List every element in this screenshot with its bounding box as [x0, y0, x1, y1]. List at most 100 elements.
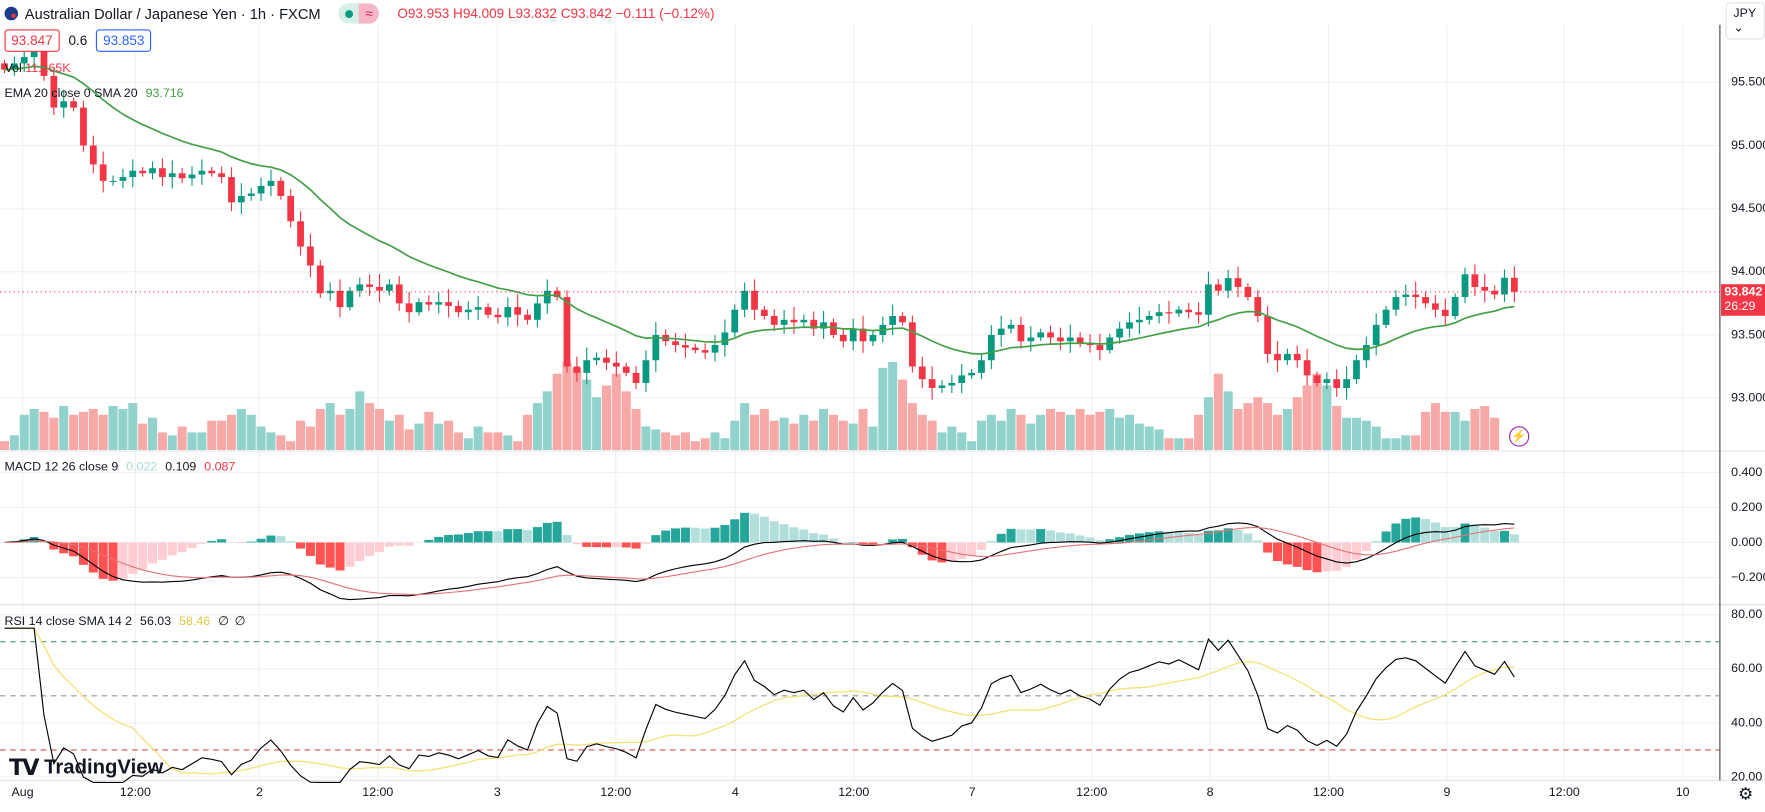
candle-body — [1501, 277, 1508, 295]
buy-button[interactable]: 93.853 — [96, 29, 152, 52]
macd-histogram-bar — [1233, 529, 1243, 543]
volume-bar — [59, 406, 69, 450]
candle-body — [800, 319, 808, 323]
candle-body — [514, 307, 522, 315]
lightning-icon[interactable]: ⚡ — [1508, 426, 1530, 447]
candle-body — [810, 319, 818, 329]
macd-histogram-bar — [1055, 532, 1065, 543]
macd-histogram-bar — [1134, 533, 1144, 543]
candle-body — [1362, 345, 1370, 361]
macd-tick: 0.400 — [1731, 465, 1763, 480]
macd-value: 0.109 — [165, 460, 197, 474]
volume-bar — [49, 417, 59, 450]
candle-body — [267, 180, 275, 186]
candle-body — [198, 170, 206, 175]
rsi-legend[interactable]: RSI 14 close SMA 14 2 56.03 58.46 ∅ ∅ — [5, 614, 246, 629]
macd-legend[interactable]: MACD 12 26 close 9 0.022 0.109 0.087 — [5, 460, 236, 474]
ema-legend[interactable]: EMA 20 close 0 SMA 20 93.716 — [5, 87, 184, 101]
macd-histogram-bar — [404, 542, 414, 546]
volume-bar — [493, 432, 503, 450]
approx-data-icon[interactable]: ≈ — [358, 3, 380, 24]
candle-body — [376, 286, 383, 291]
candle-body — [978, 360, 985, 373]
candle-body — [622, 366, 630, 373]
candle-body — [1293, 353, 1301, 361]
macd-histogram-bar — [29, 537, 39, 543]
candle-body — [494, 314, 502, 318]
macd-signal-value: 0.087 — [204, 460, 236, 474]
candle-body — [1284, 353, 1291, 361]
macd-histogram-bar — [996, 533, 1006, 543]
volume-bar — [1480, 406, 1490, 450]
volume-bar — [1470, 408, 1480, 450]
sell-button[interactable]: 93.847 — [4, 29, 60, 52]
macd-histogram-bar — [473, 531, 483, 543]
candle-body — [1313, 375, 1321, 383]
candle-body — [385, 284, 393, 291]
tradingview-logo[interactable]: 𝗧𝗩 TradingView — [9, 753, 163, 781]
candle-body — [573, 366, 581, 373]
candle-body — [859, 328, 867, 342]
candle-body — [968, 372, 975, 376]
volume-bar — [976, 420, 986, 450]
volume-bar — [710, 432, 720, 450]
volume-bar — [503, 435, 513, 450]
candle-body — [455, 305, 462, 313]
volume-bar — [69, 414, 79, 450]
time-tick: 4 — [731, 786, 739, 800]
candle-body — [20, 57, 28, 64]
market-open-icon[interactable] — [338, 3, 359, 24]
volume-bar — [167, 435, 177, 450]
candle-body — [109, 180, 117, 182]
volume-bar — [157, 432, 167, 450]
trade-buttons: 93.847 0.6 93.853 — [4, 29, 152, 52]
time-tick: 12:00 — [600, 786, 632, 800]
symbol-title[interactable]: Australian Dollar / Japanese Yen · 1h · … — [24, 5, 321, 22]
macd-label: MACD 12 26 close 9 — [4, 460, 119, 474]
time-tick: 12:00 — [838, 786, 870, 800]
volume-bar — [542, 391, 552, 450]
candle-body — [237, 196, 245, 203]
candle-body — [1205, 284, 1212, 315]
volume-bar — [552, 373, 562, 450]
rsi-sma-value: 58.46 — [179, 614, 211, 629]
candle-body — [701, 350, 709, 353]
macd-histogram-bar — [1263, 542, 1273, 553]
macd-histogram-bar — [128, 542, 138, 574]
volume-bar — [1164, 438, 1174, 450]
volume-bar — [1194, 414, 1204, 450]
volume-bar — [1361, 420, 1371, 450]
macd-histogram-bar — [434, 536, 444, 543]
macd-histogram-bar — [1223, 528, 1233, 543]
volume-bar — [680, 432, 690, 450]
rsi-tick: 80.00 — [1731, 607, 1763, 622]
time-tick: 2 — [255, 786, 263, 800]
volume-bar — [108, 406, 118, 450]
candle-body — [119, 177, 127, 181]
ohlc-values: O93.953 H94.009 L93.832 C93.842 −0.111 (… — [397, 6, 714, 22]
volume-bar — [444, 420, 454, 450]
macd-histogram-bar — [207, 540, 217, 543]
volume-bar — [720, 438, 730, 450]
volume-bar — [858, 408, 868, 450]
last-price: 93.842 — [1724, 285, 1763, 299]
macd-histogram-bar — [1016, 529, 1026, 543]
macd-histogram-bar — [976, 542, 986, 551]
macd-histogram-bar — [898, 538, 908, 543]
volume-legend[interactable]: Vol 11.165K — [5, 62, 71, 76]
candle-body — [1214, 284, 1222, 291]
macd-tick: 0.200 — [1731, 500, 1763, 515]
gear-icon[interactable]: ⚙ — [1737, 784, 1754, 805]
currency-dropdown[interactable]: JPY ⌄ — [1725, 2, 1765, 40]
rsi-extra1: ∅ — [218, 614, 229, 629]
macd-histogram-bar — [1105, 539, 1115, 543]
volume-bar — [749, 414, 760, 450]
macd-histogram-bar — [690, 527, 700, 543]
macd-histogram-bar — [335, 542, 345, 571]
candle-body — [711, 345, 719, 353]
candle-body — [820, 322, 827, 329]
volume-bar — [1055, 411, 1065, 450]
volume-bar — [621, 391, 631, 450]
macd-histogram-bar — [592, 542, 602, 548]
